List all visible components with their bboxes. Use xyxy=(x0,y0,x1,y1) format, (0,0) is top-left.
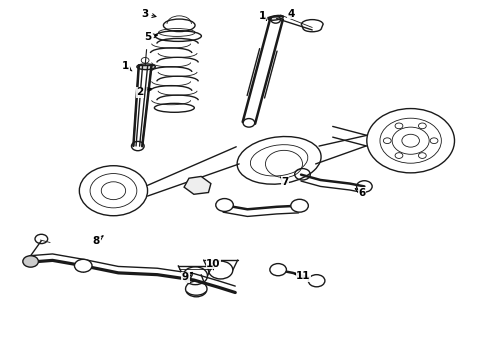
Text: 2: 2 xyxy=(137,87,151,98)
Text: 1: 1 xyxy=(258,11,267,21)
Ellipse shape xyxy=(268,15,283,20)
Circle shape xyxy=(291,199,308,212)
Text: 6: 6 xyxy=(355,188,366,198)
Circle shape xyxy=(74,259,92,272)
Circle shape xyxy=(270,264,287,276)
Circle shape xyxy=(308,275,325,287)
Text: 10: 10 xyxy=(206,259,220,270)
Text: 4: 4 xyxy=(288,9,295,19)
Text: 9: 9 xyxy=(182,272,192,282)
Circle shape xyxy=(23,256,38,267)
Circle shape xyxy=(216,199,233,211)
Text: 7: 7 xyxy=(281,177,289,187)
Text: 8: 8 xyxy=(93,236,103,246)
Text: 3: 3 xyxy=(142,9,156,19)
Polygon shape xyxy=(184,176,211,194)
Text: 11: 11 xyxy=(295,271,311,282)
Text: 5: 5 xyxy=(144,32,157,42)
Ellipse shape xyxy=(137,64,155,69)
Text: 1: 1 xyxy=(122,61,132,71)
